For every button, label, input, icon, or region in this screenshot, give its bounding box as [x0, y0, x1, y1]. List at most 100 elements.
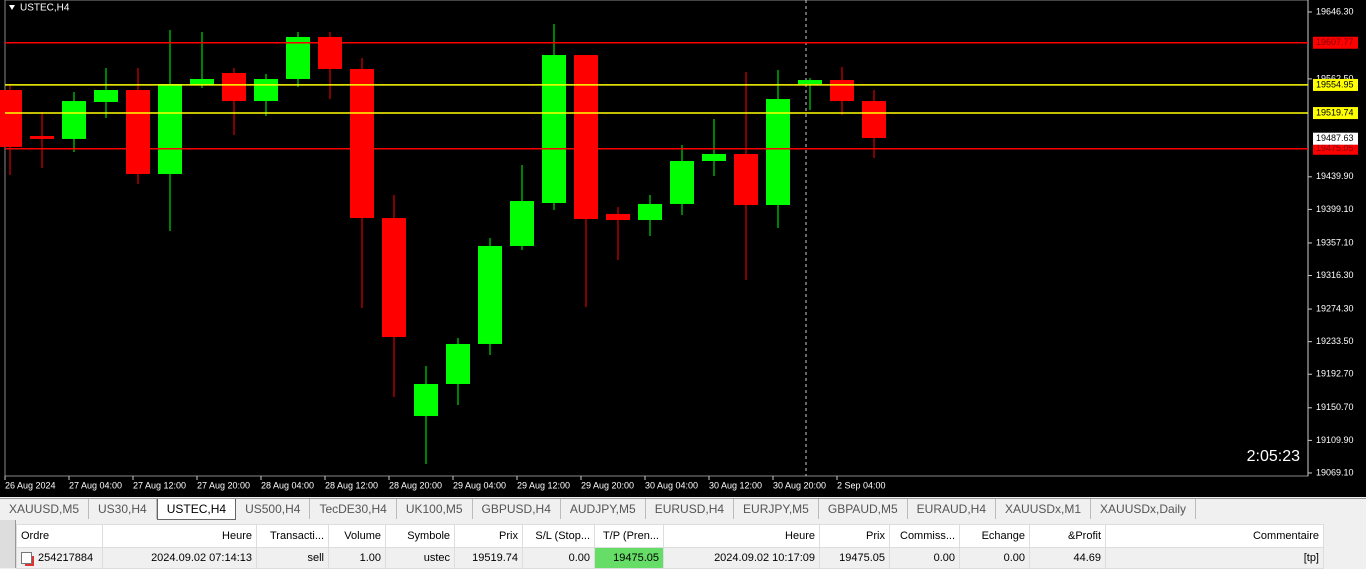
order-icon — [21, 552, 32, 565]
chart-tab[interactable]: XAUUSDx,Daily — [1091, 499, 1197, 519]
candle-body — [542, 55, 566, 204]
chart-tab[interactable]: USTEC,H4 — [156, 499, 237, 520]
column-header[interactable]: Commiss... — [889, 524, 960, 548]
candle-body — [382, 218, 406, 338]
y-tick-label: 19192.70 — [1316, 369, 1354, 379]
x-tick-label: 27 Aug 20:00 — [197, 480, 250, 490]
chart: USTEC,H4 2:05:23 19646.30 19562.50 19439.9… — [0, 0, 1366, 497]
column-header[interactable]: Heure — [102, 524, 257, 548]
chart-tab[interactable]: US30,H4 — [89, 499, 157, 519]
level-label: 19554.95 — [1316, 79, 1354, 89]
y-tick-label: 19233.50 — [1316, 336, 1354, 346]
chart-frame — [4, 0, 1309, 477]
candle-body — [158, 84, 182, 175]
level-box — [1313, 142, 1358, 155]
cell: 19475.05 — [819, 547, 890, 569]
cell-text: [tp] — [1303, 552, 1319, 564]
cell: 0.00 — [522, 547, 595, 569]
cell: ustec — [385, 547, 455, 569]
x-tick-label: 29 Aug 04:00 — [453, 480, 506, 490]
cell-text: 254217884 — [38, 551, 94, 564]
candle-body — [446, 343, 470, 384]
cell-text: S/L (Stop... — [535, 530, 590, 542]
candle-body — [606, 213, 630, 221]
candle-body — [0, 90, 22, 147]
cell: 0.00 — [959, 547, 1030, 569]
candle-body — [574, 55, 598, 219]
column-header[interactable]: Heure — [663, 524, 820, 548]
cell: 44.69 — [1029, 547, 1106, 569]
cell: sell — [256, 547, 329, 569]
y-tick-label: 19109.90 — [1316, 435, 1354, 445]
column-header[interactable]: Echange — [959, 524, 1030, 548]
cell-text: Transacti... — [270, 530, 324, 542]
column-header[interactable]: Prix — [819, 524, 890, 548]
candle-body — [286, 36, 310, 79]
cell: 1.00 — [328, 547, 386, 569]
x-tick-label: 29 Aug 12:00 — [517, 480, 570, 490]
order-row[interactable]: 254217884 2024.09.02 07:14:13 sell 1.00 uste… — [16, 547, 1324, 569]
column-header[interactable]: Commentaire — [1105, 524, 1324, 548]
x-tick-label: 27 Aug 04:00 — [69, 480, 122, 490]
chart-tab[interactable]: US500,H4 — [236, 499, 311, 519]
candle-body — [94, 90, 118, 102]
cell: 19519.74 — [454, 547, 523, 569]
chart-tab[interactable]: XAUUSDx,M1 — [996, 499, 1092, 519]
x-tick-label: 30 Aug 04:00 — [645, 480, 698, 490]
column-header[interactable]: T/P (Pren... — [594, 524, 664, 548]
chart-tab[interactable]: EURJPY,M5 — [734, 499, 819, 519]
candle-body — [126, 90, 150, 175]
candle-body — [190, 78, 214, 85]
cell-text: 2024.09.02 10:17:09 — [714, 552, 815, 564]
candle-body — [318, 36, 342, 70]
column-header[interactable]: Ordre — [16, 524, 103, 548]
chart-tab[interactable]: AUDJPY,M5 — [561, 499, 646, 519]
y-tick-label: 19646.30 — [1316, 6, 1354, 16]
y-tick-label: 19150.70 — [1316, 402, 1354, 412]
cell-text: Echange — [981, 530, 1025, 542]
chart-tab[interactable]: UK100,M5 — [397, 499, 473, 519]
cell-text: Ordre — [21, 530, 50, 542]
y-tick-label: 19439.90 — [1316, 171, 1354, 181]
y-tick-label: 19069.10 — [1316, 467, 1354, 477]
header-row: Ordre Heure Transacti... Volume Symbole Prix S… — [16, 524, 1324, 548]
y-tick-label: 19562.50 — [1316, 73, 1354, 83]
cell: 254217884 — [16, 547, 103, 569]
column-header[interactable]: Volume — [328, 524, 386, 548]
column-header[interactable]: Prix — [454, 524, 523, 548]
cell-text: 0.00 — [568, 552, 590, 564]
level-label: 19475.05 — [1316, 143, 1354, 153]
cell-text: Commiss... — [900, 530, 955, 542]
timer: 2:05:23 — [1247, 448, 1300, 465]
x-tick-label: 29 Aug 20:00 — [581, 480, 634, 490]
chart-tab[interactable]: XAUUSD,M5 — [0, 499, 90, 519]
symbol-icon — [9, 5, 15, 10]
tab-bar: XAUUSD,M5 US30,H4 USTEC,H4 US500,H4 TecDE30,… — [0, 498, 1366, 520]
candle-body — [638, 203, 662, 221]
cell: 2024.09.02 07:14:13 — [102, 547, 257, 569]
cell-text: sell — [307, 552, 324, 564]
candle-body — [62, 101, 86, 139]
cell-text: &Profit — [1067, 530, 1101, 542]
chart-tab[interactable]: TecDE30,H4 — [310, 499, 397, 519]
column-header[interactable]: Symbole — [385, 524, 455, 548]
cell: [tp] — [1105, 547, 1324, 569]
level-box — [1313, 107, 1358, 120]
column-header[interactable]: &Profit — [1029, 524, 1106, 548]
column-header[interactable]: S/L (Stop... — [522, 524, 595, 548]
chart-tab[interactable]: EURAUD,H4 — [908, 499, 997, 519]
chart-tab[interactable]: GBPAUD,M5 — [819, 499, 908, 519]
cell-text: T/P (Pren... — [602, 530, 659, 542]
cell-text: Heure — [785, 530, 815, 542]
chart-tab[interactable]: EURUSD,H4 — [646, 499, 735, 519]
x-tick-label: 30 Aug 12:00 — [709, 480, 762, 490]
chart-tab[interactable]: GBPUSD,H4 — [473, 499, 561, 519]
current-price: 19487.63 — [1316, 133, 1354, 143]
y-tick-label: 19357.10 — [1316, 237, 1354, 247]
cell-text: 0.00 — [933, 552, 955, 564]
level-box — [1313, 78, 1358, 91]
cell-text: 2024.09.02 07:14:13 — [151, 552, 252, 564]
x-tick-label: 30 Aug 20:00 — [773, 480, 826, 490]
column-header[interactable]: Transacti... — [256, 524, 329, 548]
